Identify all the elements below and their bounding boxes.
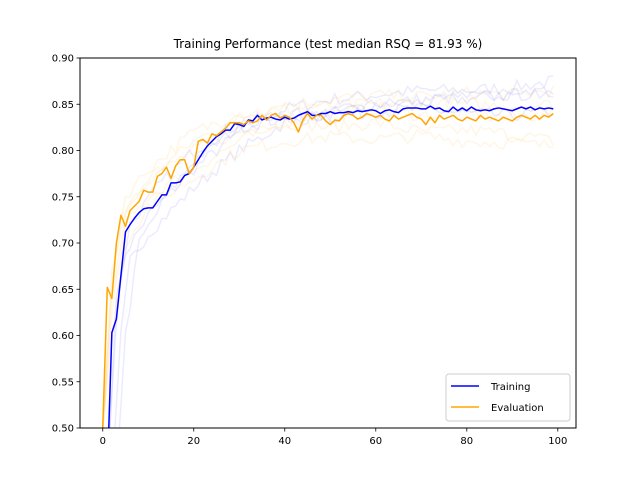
background-runs bbox=[102, 75, 554, 428]
y-tick-label: 0.60 bbox=[52, 331, 74, 342]
y-tick-label: 0.70 bbox=[52, 239, 74, 250]
y-axis: 0.50 0.55 0.60 0.65 0.70 0.75 0.80 0.85 0.90 bbox=[52, 54, 80, 435]
y-tick-label: 0.80 bbox=[52, 146, 74, 157]
background-run-line bbox=[114, 87, 554, 428]
x-tick-label: 20 bbox=[187, 436, 200, 447]
series-line-evaluation bbox=[102, 112, 554, 428]
x-tick-label: 80 bbox=[460, 436, 473, 447]
y-tick-label: 0.90 bbox=[52, 54, 74, 65]
background-run-line bbox=[109, 75, 554, 428]
y-tick-label: 0.85 bbox=[52, 100, 74, 111]
x-tick-label: 0 bbox=[100, 436, 106, 447]
x-tick-label: 60 bbox=[369, 436, 382, 447]
x-tick-label: 40 bbox=[278, 436, 291, 447]
legend-label-evaluation: Evaluation bbox=[491, 403, 544, 414]
x-axis: 0 20 40 60 80 100 bbox=[100, 428, 567, 447]
x-tick-label: 100 bbox=[548, 436, 567, 447]
background-run-line bbox=[102, 117, 554, 428]
background-run-line bbox=[102, 85, 554, 428]
legend: Training Evaluation bbox=[445, 373, 571, 422]
background-run-line bbox=[118, 86, 554, 428]
y-tick-label: 0.65 bbox=[52, 285, 74, 296]
y-tick-label: 0.50 bbox=[52, 424, 74, 435]
background-run-line bbox=[102, 128, 554, 428]
chart-title: Training Performance (test median RSQ = … bbox=[173, 37, 483, 51]
legend-label-training: Training bbox=[490, 382, 530, 393]
background-run-line bbox=[102, 101, 554, 428]
y-tick-label: 0.75 bbox=[52, 192, 74, 203]
y-tick-label: 0.55 bbox=[52, 377, 74, 388]
background-run-line bbox=[102, 96, 554, 428]
series-line-training bbox=[108, 105, 554, 428]
series-lines bbox=[102, 105, 554, 428]
